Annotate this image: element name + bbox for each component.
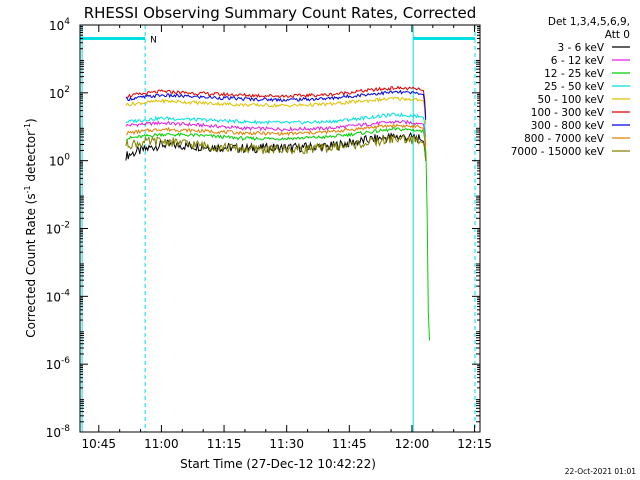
series-line-6: [125, 89, 427, 120]
series-line-5: [125, 85, 427, 117]
y-tick-label-3: 10-2: [46, 221, 70, 237]
legend-label-8: 7000 - 15000 keV: [511, 146, 605, 158]
y-axis-label-part1: Corrected Count Rate (s: [24, 193, 38, 337]
series-line-1: [125, 119, 427, 145]
y-axis: 104 102 100 10-2 10-4 10-6 10-8: [46, 17, 480, 440]
y-axis-label-sup2: -1: [23, 123, 32, 131]
legend-label-5: 100 - 300 keV: [531, 107, 605, 119]
legend-label-1: 6 - 12 keV: [551, 55, 605, 67]
chart-marks: N: [80, 25, 476, 432]
series-line-0: [125, 131, 427, 161]
legend-label-4: 50 - 100 keV: [537, 94, 604, 106]
x-tick-label-1: 11:00: [144, 437, 179, 451]
y-tick-label-2: 100: [49, 153, 70, 169]
y-tick-label-0: 104: [49, 17, 70, 33]
series-line-8: [125, 134, 427, 161]
legend-header-line1: Det 1,3,4,5,6,9,: [548, 16, 630, 28]
y-axis-label: Corrected Count Rate (s-1 detector-1): [23, 118, 38, 337]
series-line-3: [125, 112, 427, 138]
x-tick-label-0: 10:45: [81, 437, 116, 451]
chart-title: RHESSI Observing Summary Count Rates, Co…: [84, 4, 477, 22]
series-line-2: [125, 127, 430, 341]
y-tick-label-5: 10-6: [46, 356, 71, 372]
legend-label-3: 25 - 50 keV: [544, 81, 605, 93]
legend-header-line2: Att 0: [605, 29, 630, 41]
y-axis-label-sup1: -1: [23, 185, 32, 193]
series-line-4: [125, 96, 427, 125]
x-tick-label-6: 12:15: [457, 437, 492, 451]
y-axis-label-part2: detector: [24, 131, 38, 186]
series-line-7: [125, 122, 427, 148]
legend-label-0: 3 - 6 keV: [557, 42, 604, 54]
y-tick-label-1: 102: [49, 85, 70, 101]
legend-label-2: 12 - 25 keV: [544, 68, 605, 80]
y-axis-label-part3: ): [24, 118, 38, 123]
x-axis-label: Start Time (27-Dec-12 10:42:22): [180, 457, 376, 471]
footer-timestamp: 22-Oct-2021 01:01: [565, 467, 636, 476]
y-tick-label-4: 10-4: [46, 288, 71, 304]
night-marker-label: N: [150, 35, 157, 45]
x-tick-label-4: 11:45: [332, 437, 367, 451]
y-tick-label-6: 10-8: [46, 424, 71, 440]
x-tick-label-3: 11:30: [269, 437, 304, 451]
x-axis: 10:45 11:00 11:15 11:30 11:45 12:00 12:15: [81, 25, 492, 451]
legend-label-6: 300 - 800 keV: [531, 120, 605, 132]
plot-area-frame: [79, 24, 481, 433]
x-tick-label-5: 12:00: [395, 437, 430, 451]
legend-label-7: 800 - 7000 keV: [524, 133, 605, 145]
x-tick-label-2: 11:15: [207, 437, 242, 451]
